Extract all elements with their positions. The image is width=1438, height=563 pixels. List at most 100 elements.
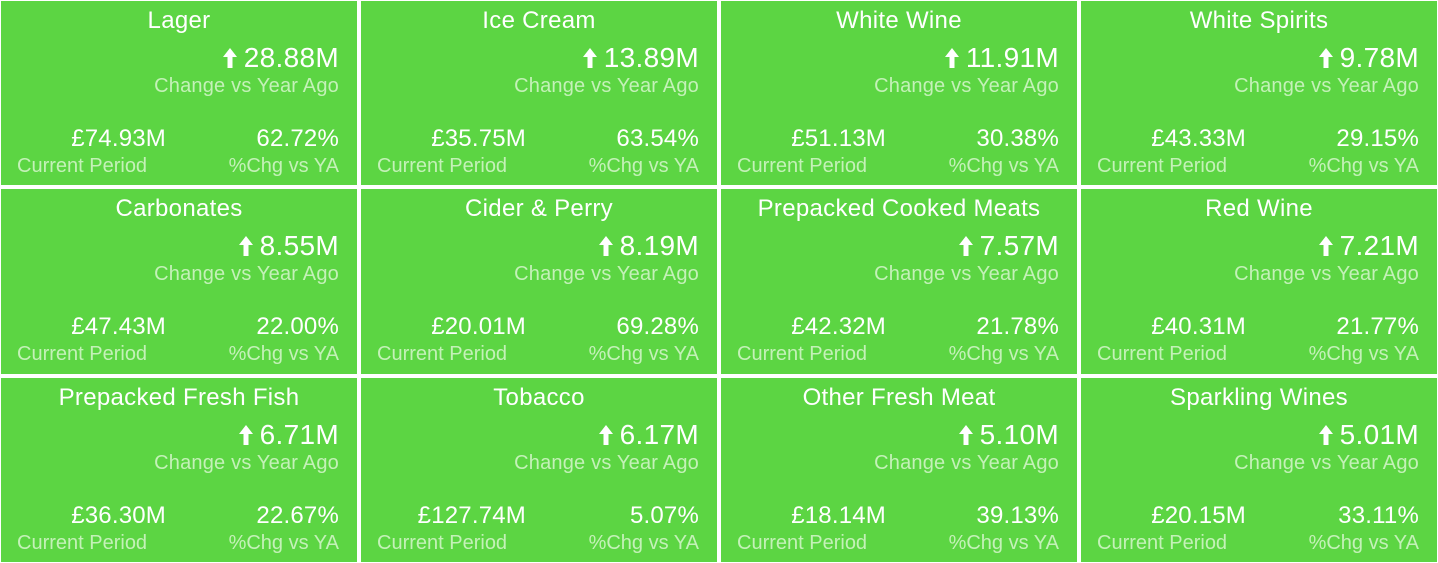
kpi-card-other-fresh-meat[interactable]: Other Fresh Meat 5.10M Change vs Year Ag… [721, 377, 1077, 562]
change-value: 8.19M [619, 230, 699, 262]
change-value: 6.71M [259, 418, 339, 450]
kpi-card-prepacked-cooked-meats[interactable]: Prepacked Cooked Meats 7.57M Change vs Y… [721, 189, 1077, 374]
pct-change-label: %Chg vs YA [1308, 155, 1419, 177]
current-period-value: £42.32M [791, 313, 886, 341]
card-title: Lager [147, 7, 211, 34]
change-value: 5.10M [979, 418, 1059, 450]
current-period-label: Current Period [737, 343, 868, 366]
card-title: Other Fresh Meat [802, 383, 996, 411]
up-arrow-icon [1318, 48, 1333, 68]
card-title: Cider & Perry [465, 195, 613, 223]
pct-change-label: %Chg vs YA [948, 343, 1059, 366]
change-value-row: 6.17M [598, 419, 699, 451]
kpi-card-white-wine[interactable]: White Wine 11.91M Change vs Year Ago £51… [721, 1, 1077, 186]
pct-change-label: %Chg vs YA [228, 531, 339, 554]
current-period-value: £18.14M [791, 501, 886, 529]
card-title: Red Wine [1205, 195, 1313, 223]
current-period-label: Current Period [1097, 155, 1228, 177]
kpi-card-cider-perry[interactable]: Cider & Perry 8.19M Change vs Year Ago £… [361, 189, 717, 374]
change-label: Change vs Year Ago [1234, 451, 1419, 474]
kpi-card-ice-cream[interactable]: Ice Cream 13.89M Change vs Year Ago £35.… [361, 1, 717, 186]
change-value-row: 7.21M [1318, 230, 1419, 262]
up-arrow-icon [958, 424, 973, 445]
current-period-label: Current Period [737, 531, 868, 554]
up-arrow-icon [1318, 424, 1333, 445]
kpi-card-white-spirits[interactable]: White Spirits 9.78M Change vs Year Ago £… [1081, 1, 1437, 186]
change-label: Change vs Year Ago [154, 263, 339, 286]
current-period-value: £35.75M [431, 125, 526, 152]
change-value-row: 11.91M [944, 42, 1059, 74]
change-value: 13.89M [603, 42, 699, 73]
change-label: Change vs Year Ago [514, 451, 699, 474]
up-arrow-icon [1318, 236, 1333, 257]
card-title: Sparkling Wines [1170, 383, 1348, 411]
current-period-label: Current Period [17, 155, 148, 177]
kpi-card-tobacco[interactable]: Tobacco 6.17M Change vs Year Ago £127.74… [361, 377, 717, 562]
up-arrow-icon [238, 424, 253, 445]
current-period-label: Current Period [17, 531, 148, 554]
kpi-card-lager[interactable]: Lager 28.88M Change vs Year Ago £74.93M … [1, 1, 357, 186]
kpi-card-prepacked-fresh-fish[interactable]: Prepacked Fresh Fish 6.71M Change vs Yea… [1, 377, 357, 562]
pct-change-value: 21.78% [976, 313, 1059, 341]
kpi-card-red-wine[interactable]: Red Wine 7.21M Change vs Year Ago £40.31… [1081, 189, 1437, 374]
current-period-label: Current Period [17, 343, 148, 366]
change-value: 28.88M [243, 42, 339, 73]
up-arrow-icon [222, 48, 237, 68]
pct-change-value: 22.67% [256, 501, 339, 529]
change-value-row: 6.71M [238, 419, 339, 451]
change-label: Change vs Year Ago [514, 75, 699, 97]
current-period-label: Current Period [737, 155, 868, 177]
kpi-card-carbonates[interactable]: Carbonates 8.55M Change vs Year Ago £47.… [1, 189, 357, 374]
pct-change-value: 30.38% [976, 125, 1059, 152]
pct-change-value: 63.54% [616, 125, 699, 152]
current-period-value: £20.01M [431, 313, 526, 341]
pct-change-value: 33.11% [1338, 501, 1419, 529]
change-value: 9.78M [1339, 42, 1419, 73]
change-label: Change vs Year Ago [514, 263, 699, 286]
change-label: Change vs Year Ago [154, 451, 339, 474]
pct-change-value: 62.72% [256, 125, 339, 152]
change-label: Change vs Year Ago [1234, 263, 1419, 286]
card-title: White Spirits [1189, 7, 1329, 34]
up-arrow-icon [944, 48, 959, 68]
kpi-card-sparkling-wines[interactable]: Sparkling Wines 5.01M Change vs Year Ago… [1081, 377, 1437, 562]
current-period-label: Current Period [377, 155, 508, 177]
change-label: Change vs Year Ago [874, 451, 1059, 474]
current-period-label: Current Period [1097, 343, 1228, 366]
card-title: White Wine [836, 7, 962, 34]
current-period-value: £51.13M [791, 125, 886, 152]
current-period-label: Current Period [1097, 531, 1228, 554]
change-label: Change vs Year Ago [154, 75, 339, 97]
change-value-row: 28.88M [222, 42, 339, 74]
up-arrow-icon [958, 236, 973, 257]
up-arrow-icon [238, 236, 253, 257]
change-label: Change vs Year Ago [874, 263, 1059, 286]
pct-change-label: %Chg vs YA [1308, 343, 1419, 366]
current-period-label: Current Period [377, 531, 508, 554]
pct-change-label: %Chg vs YA [1308, 531, 1419, 554]
current-period-value: £74.93M [71, 125, 166, 152]
pct-change-label: %Chg vs YA [948, 531, 1059, 554]
change-value: 5.01M [1339, 418, 1419, 450]
pct-change-label: %Chg vs YA [228, 343, 339, 366]
up-arrow-icon [582, 48, 597, 68]
pct-change-label: %Chg vs YA [588, 155, 699, 177]
pct-change-value: 69.28% [616, 313, 699, 341]
change-label: Change vs Year Ago [874, 75, 1059, 97]
pct-change-label: %Chg vs YA [228, 155, 339, 177]
current-period-value: £43.33M [1151, 125, 1246, 152]
change-value-row: 5.01M [1318, 419, 1419, 451]
change-value-row: 5.10M [958, 419, 1059, 451]
change-value-row: 7.57M [958, 230, 1059, 262]
pct-change-value: 22.00% [256, 313, 339, 341]
change-value-row: 13.89M [582, 42, 699, 74]
pct-change-label: %Chg vs YA [588, 343, 699, 366]
card-title: Tobacco [493, 383, 585, 411]
card-title: Carbonates [115, 195, 243, 223]
current-period-value: £20.15M [1151, 501, 1246, 529]
pct-change-label: %Chg vs YA [588, 531, 699, 554]
pct-change-value: 5.07% [629, 501, 699, 529]
change-value-row: 9.78M [1318, 42, 1419, 74]
current-period-value: £36.30M [71, 501, 166, 529]
